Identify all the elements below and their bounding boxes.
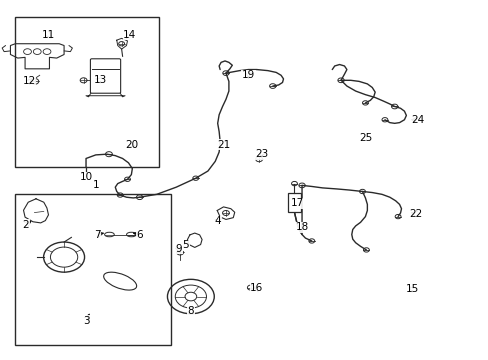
Text: 24: 24 xyxy=(410,115,424,125)
Text: 1: 1 xyxy=(92,180,99,190)
Text: 17: 17 xyxy=(290,198,303,208)
FancyBboxPatch shape xyxy=(90,59,121,93)
Text: 18: 18 xyxy=(295,222,308,232)
Bar xyxy=(15,17,159,167)
Text: 3: 3 xyxy=(82,316,89,325)
Text: 21: 21 xyxy=(217,140,230,150)
Text: 4: 4 xyxy=(214,216,221,226)
Text: 22: 22 xyxy=(408,209,422,219)
Text: 8: 8 xyxy=(187,306,194,316)
Text: 7: 7 xyxy=(94,230,101,239)
Text: 15: 15 xyxy=(405,284,419,294)
Text: 20: 20 xyxy=(124,140,138,150)
Text: 25: 25 xyxy=(358,133,371,143)
Bar xyxy=(15,194,171,345)
Text: 16: 16 xyxy=(249,283,263,293)
Text: 13: 13 xyxy=(94,75,107,85)
Text: 19: 19 xyxy=(241,70,255,80)
Text: 2: 2 xyxy=(22,220,29,230)
Text: 23: 23 xyxy=(254,149,267,159)
Text: 14: 14 xyxy=(123,30,136,40)
Text: 11: 11 xyxy=(42,30,55,40)
Text: 10: 10 xyxy=(80,172,92,182)
Text: 5: 5 xyxy=(183,240,189,250)
Text: 6: 6 xyxy=(136,230,142,239)
Text: 12: 12 xyxy=(22,76,36,86)
Bar xyxy=(288,193,300,212)
Text: 9: 9 xyxy=(175,244,182,254)
